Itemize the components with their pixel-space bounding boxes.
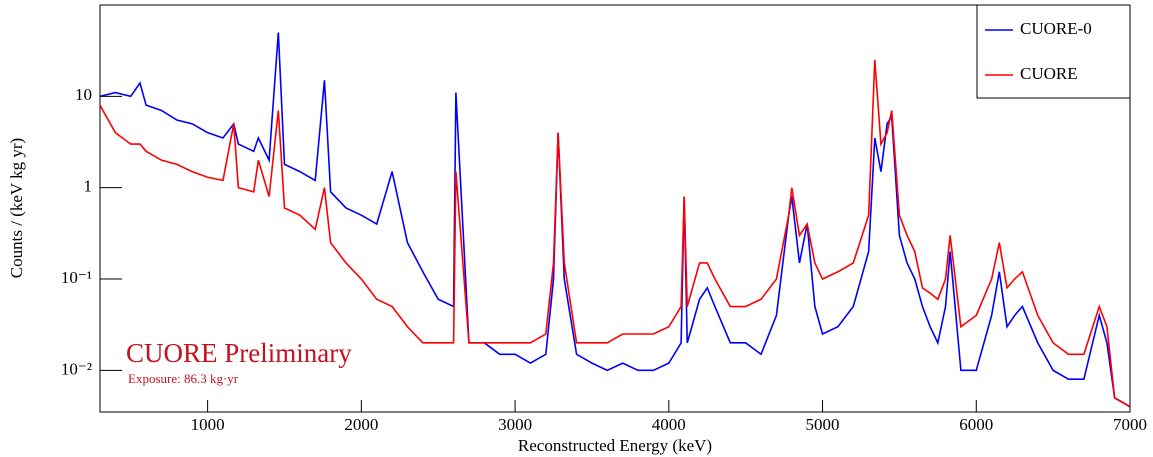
x-tick-label: 1000: [191, 415, 225, 434]
y-axis-label: Counts / (keV kg yr): [7, 138, 26, 278]
x-tick-label: 7000: [1113, 415, 1147, 434]
y-tick-label: 10⁻¹: [61, 268, 92, 287]
x-tick-label: 2000: [344, 415, 378, 434]
legend-label: CUORE: [1020, 64, 1078, 83]
x-tick-label: 4000: [652, 415, 686, 434]
data-line: [100, 32, 1130, 408]
y-tick-label: 10: [75, 85, 92, 104]
legend: [976, 4, 1131, 99]
annotation: Exposure: 86.3 kg·yr: [128, 371, 239, 386]
x-axis-label: Reconstructed Energy (keV): [518, 436, 712, 455]
plot-frame: [99, 4, 1131, 413]
legend-label: CUORE-0: [1020, 19, 1092, 38]
x-tick-label: 3000: [498, 415, 532, 434]
y-tick-label: 1: [84, 177, 93, 196]
data-line: [100, 59, 1130, 408]
annotation: CUORE Preliminary: [126, 338, 352, 368]
x-tick-label: 5000: [806, 415, 840, 434]
x-tick-label: 6000: [959, 415, 993, 434]
lines: [100, 32, 1130, 408]
y-tick-label: 10⁻²: [61, 359, 92, 378]
